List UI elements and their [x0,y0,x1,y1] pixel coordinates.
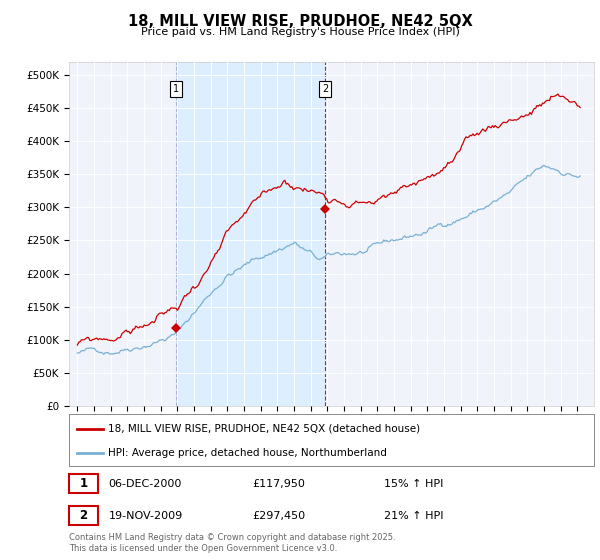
Text: 2: 2 [322,84,328,94]
Text: 19-NOV-2009: 19-NOV-2009 [109,511,182,521]
Text: HPI: Average price, detached house, Northumberland: HPI: Average price, detached house, Nort… [109,448,387,458]
Text: 1: 1 [79,477,88,491]
Text: £297,450: £297,450 [253,511,306,521]
Text: 1: 1 [173,84,179,94]
FancyBboxPatch shape [69,506,98,525]
Text: 15% ↑ HPI: 15% ↑ HPI [384,479,443,489]
FancyBboxPatch shape [69,474,98,493]
Text: 21% ↑ HPI: 21% ↑ HPI [384,511,443,521]
Text: Price paid vs. HM Land Registry's House Price Index (HPI): Price paid vs. HM Land Registry's House … [140,27,460,37]
Text: 18, MILL VIEW RISE, PRUDHOE, NE42 5QX: 18, MILL VIEW RISE, PRUDHOE, NE42 5QX [128,14,472,29]
Text: 18, MILL VIEW RISE, PRUDHOE, NE42 5QX (detached house): 18, MILL VIEW RISE, PRUDHOE, NE42 5QX (d… [109,424,421,434]
Text: 2: 2 [79,510,88,522]
Text: £117,950: £117,950 [253,479,305,489]
Bar [176,62,325,406]
Text: Contains HM Land Registry data © Crown copyright and database right 2025.
This d: Contains HM Land Registry data © Crown c… [69,533,395,553]
Text: 06-DEC-2000: 06-DEC-2000 [109,479,182,489]
